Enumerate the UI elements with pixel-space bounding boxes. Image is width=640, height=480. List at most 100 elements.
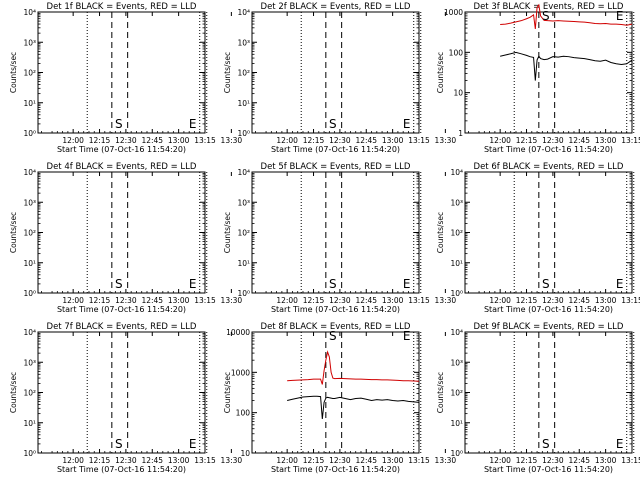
y-tick-label: 10² (23, 229, 36, 238)
plot-frame (37, 331, 206, 454)
y-tick-label: 10² (23, 69, 36, 78)
y-tick-label: 10000 (226, 328, 250, 337)
x-tick-label: 13:15 (408, 136, 430, 145)
start-marker-label: S (542, 9, 550, 23)
plot-frame (464, 171, 633, 294)
x-tick-label: 13:30 (435, 136, 457, 145)
x-tick-label: 13:15 (194, 296, 216, 305)
x-tick-label: 13:30 (221, 456, 243, 465)
y-tick-label: 10¹ (237, 259, 250, 268)
y-tick-label: 10³ (237, 198, 250, 207)
x-tick-label: 12:00 (276, 136, 298, 145)
x-tick-label: 12:00 (276, 456, 298, 465)
x-tick-label: 13:00 (168, 296, 190, 305)
start-marker-label: S (329, 117, 337, 131)
plot-frame (37, 171, 206, 294)
start-marker-label: S (542, 437, 550, 451)
y-tick-label: 10³ (23, 358, 36, 367)
x-tick-label: 12:00 (489, 456, 511, 465)
end-marker-label: E (403, 117, 411, 131)
y-tick-label: 10 (453, 89, 463, 98)
x-tick-label: 13:15 (194, 456, 216, 465)
y-tick-label: 10⁴ (237, 168, 250, 177)
y-tick-label: 10⁰ (450, 449, 463, 458)
y-axis-label: Counts/sec (9, 212, 18, 253)
plot-frame (464, 331, 633, 454)
series-line-events (500, 51, 633, 81)
x-tick-label: 13:30 (221, 136, 243, 145)
x-tick-label: 13:00 (382, 456, 404, 465)
y-tick-label: 1000 (444, 8, 463, 17)
y-axis-label: Counts/sec (436, 52, 445, 93)
y-axis-label: Counts/sec (223, 52, 232, 93)
y-tick-label: 10³ (23, 198, 36, 207)
panel-title: Det 1f BLACK = Events, RED = LLD (47, 2, 197, 12)
end-marker-label: E (189, 277, 197, 291)
panel-title: Det 2f BLACK = Events, RED = LLD (261, 2, 411, 12)
y-tick-label: 1000 (231, 368, 250, 377)
end-marker-label: E (189, 437, 197, 451)
y-tick-label: 10² (450, 389, 463, 398)
x-tick-label: 12:15 (89, 136, 111, 145)
panel-4: Det 4f BLACK = Events, RED = LLD 12:00 12:… (9, 162, 242, 314)
x-tick-label: 13:00 (382, 136, 404, 145)
x-axis-label: Start Time (07-Oct-16 11:54:20) (484, 145, 613, 154)
x-tick-label: 13:15 (621, 456, 640, 465)
x-axis-label: Start Time (07-Oct-16 11:54:20) (271, 465, 400, 474)
x-tick-label: 13:30 (221, 296, 243, 305)
x-tick-label: 13:00 (595, 296, 617, 305)
x-tick-label: 13:00 (595, 456, 617, 465)
x-tick-label: 12:45 (141, 296, 163, 305)
x-axis-label: Start Time (07-Oct-16 11:54:20) (57, 305, 186, 314)
panel-title: Det 9f BLACK = Events, RED = LLD (474, 322, 624, 332)
y-axis-label: Counts/sec (436, 372, 445, 413)
start-marker-label: S (329, 329, 337, 343)
y-tick-label: 10¹ (23, 259, 36, 268)
y-tick-label: 10⁰ (23, 289, 36, 298)
x-tick-label: 12:45 (568, 136, 590, 145)
x-tick-label: 12:30 (329, 456, 351, 465)
end-marker-label: E (616, 9, 624, 23)
y-tick-label: 10⁰ (237, 289, 250, 298)
y-tick-label: 10³ (450, 358, 463, 367)
x-tick-label: 13:30 (435, 456, 457, 465)
y-tick-label: 10⁴ (23, 328, 36, 337)
x-tick-label: 12:45 (568, 296, 590, 305)
panel-2: Det 2f BLACK = Events, RED = LLD 12:00 12:… (223, 2, 456, 154)
x-tick-label: 12:15 (303, 456, 325, 465)
plot-frame (37, 11, 206, 134)
x-axis-label: Start Time (07-Oct-16 11:54:20) (484, 465, 613, 474)
y-axis-label: Counts/sec (9, 52, 18, 93)
y-tick-label: 10² (450, 229, 463, 238)
plot-frame (251, 11, 420, 134)
end-marker-label: E (616, 277, 624, 291)
panel-8: Det 8f BLACK = Events, RED = LLD 12:00 12:… (223, 322, 456, 474)
y-tick-label: 10³ (23, 38, 36, 47)
x-axis-label: Start Time (07-Oct-16 11:54:20) (271, 145, 400, 154)
end-marker-label: E (616, 437, 624, 451)
x-tick-label: 12:30 (329, 136, 351, 145)
x-axis-label: Start Time (07-Oct-16 11:54:20) (484, 305, 613, 314)
x-axis-label: Start Time (07-Oct-16 11:54:20) (57, 145, 186, 154)
x-tick-label: 12:15 (303, 296, 325, 305)
y-tick-label: 10¹ (450, 259, 463, 268)
x-tick-label: 12:45 (568, 456, 590, 465)
x-tick-label: 12:15 (516, 136, 538, 145)
x-tick-label: 12:30 (115, 136, 137, 145)
panel-5: Det 5f BLACK = Events, RED = LLD 12:00 12:… (223, 162, 456, 314)
x-tick-label: 12:15 (516, 296, 538, 305)
panel-title: Det 4f BLACK = Events, RED = LLD (47, 162, 197, 172)
panel-3: Det 3f BLACK = Events, RED = LLD 12:00 12:… (436, 2, 640, 154)
x-tick-label: 13:00 (595, 136, 617, 145)
y-tick-label: 10¹ (23, 99, 36, 108)
x-tick-label: 12:00 (62, 456, 84, 465)
x-tick-label: 13:15 (621, 296, 640, 305)
plot-frame (251, 331, 420, 454)
x-tick-label: 12:00 (276, 296, 298, 305)
y-tick-label: 100 (449, 48, 464, 57)
x-tick-label: 12:00 (62, 296, 84, 305)
x-tick-label: 12:00 (62, 136, 84, 145)
x-tick-label: 12:45 (141, 456, 163, 465)
end-marker-label: E (403, 277, 411, 291)
